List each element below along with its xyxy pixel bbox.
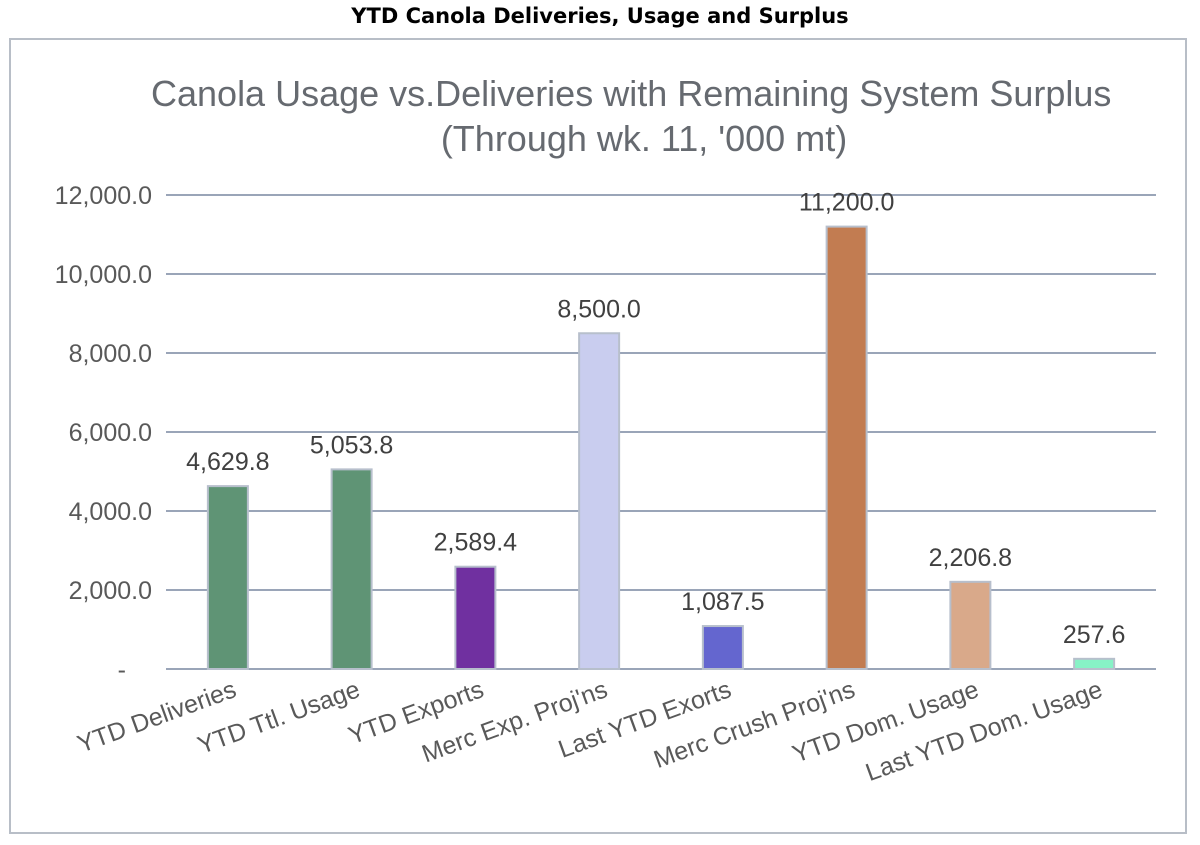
- bar-chart: Canola Usage vs.Deliveries with Remainin…: [55, 73, 1156, 787]
- bar: [825, 225, 868, 670]
- y-tick-label: 12,000.0: [55, 182, 152, 210]
- y-tick-label: 4,000.0: [69, 498, 152, 526]
- data-label: 2,206.8: [929, 544, 1012, 572]
- y-axis-ticks: - 2,000.0 4,000.0 6,000.0 8,000.0 10,000.0 12,…: [55, 182, 152, 684]
- chart-title-line-2: (Through wk. 11, '000 mt): [441, 118, 847, 159]
- y-tick-label: 2,000.0: [69, 577, 152, 605]
- y-tick-label: 6,000.0: [69, 419, 152, 447]
- chart-frame: Canola Usage vs.Deliveries with Remainin…: [9, 38, 1187, 834]
- bar: [1073, 657, 1116, 671]
- data-label: 8,500.0: [557, 295, 640, 323]
- bar: [701, 625, 744, 671]
- data-label: 2,589.4: [434, 529, 518, 557]
- bar: [206, 485, 249, 670]
- bar: [949, 580, 992, 671]
- chart-title-line-1: Canola Usage vs.Deliveries with Remainin…: [151, 73, 1111, 114]
- data-label: 4,629.8: [186, 448, 269, 476]
- bars: [206, 225, 1116, 671]
- page-title: YTD Canola Deliveries, Usage and Surplus: [351, 4, 849, 28]
- data-label: 5,053.8: [310, 431, 393, 459]
- x-tick-label: Merc Crush Proj'ns: [650, 675, 859, 774]
- bar: [578, 332, 621, 670]
- data-label: 257.6: [1063, 621, 1126, 649]
- data-label: 1,087.5: [681, 588, 764, 616]
- data-label: 11,200.0: [799, 189, 894, 217]
- y-tick-label: -: [118, 656, 126, 684]
- data-labels: 4,629.8 5,053.8 2,589.4 8,500.0 1,087.5 11,20…: [186, 189, 1125, 649]
- bar: [330, 468, 373, 671]
- y-tick-label: 10,000.0: [55, 261, 152, 289]
- y-tick-label: 8,000.0: [69, 340, 152, 368]
- bar: [454, 565, 497, 670]
